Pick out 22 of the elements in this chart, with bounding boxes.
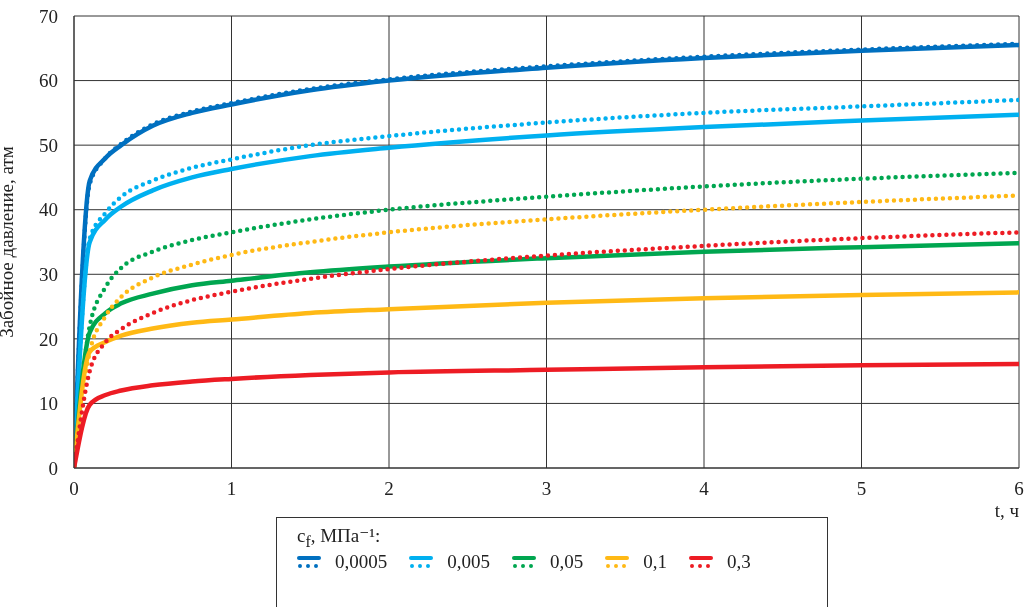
y-tick-label: 60 (39, 70, 58, 92)
legend-label: 0,005 (447, 550, 490, 573)
x-axis-title: t, ч (994, 500, 1020, 521)
x-tick-label: 6 (1014, 478, 1024, 500)
y-tick-label: 0 (48, 457, 58, 479)
y-tick-label: 10 (39, 393, 58, 415)
legend-label: 0,05 (550, 550, 584, 573)
legend-label: 0,0005 (335, 550, 388, 573)
y-tick-label: 40 (39, 199, 58, 221)
x-tick-label: 0 (69, 478, 79, 500)
y-tick-label: 70 (39, 5, 58, 27)
x-tick-label: 3 (541, 478, 552, 500)
legend-label: 0,3 (727, 550, 751, 573)
x-tick-label: 5 (856, 478, 867, 500)
x-tick-label: 2 (384, 478, 394, 500)
y-tick-label: 20 (39, 328, 58, 350)
legend-label: 0,1 (643, 550, 667, 573)
legend-title: c$_{f}$, МПа⁻¹: (297, 524, 382, 551)
y-tick-label: 50 (39, 134, 58, 156)
y-tick-label: 30 (39, 264, 58, 286)
x-tick-label: 4 (699, 478, 710, 500)
x-tick-label: 1 (226, 478, 237, 500)
